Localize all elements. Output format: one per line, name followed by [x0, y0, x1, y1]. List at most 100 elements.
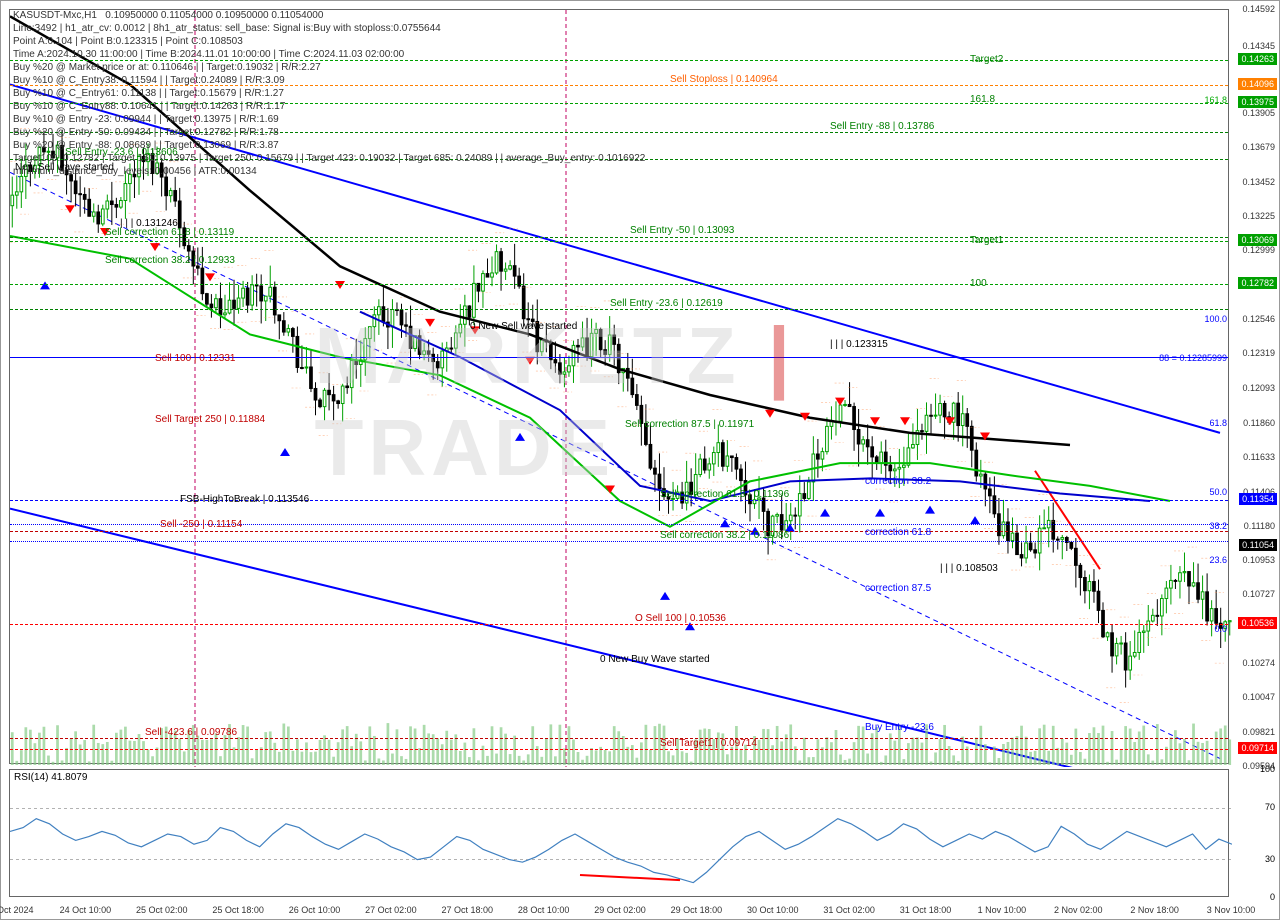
info-line: minimum_distance_buy_levels: 0.00456 | A… [13, 165, 645, 178]
rsi-label: RSI(14) 41.8079 [14, 772, 87, 783]
fib-label: 0.0 [1214, 624, 1227, 634]
info-panel: KASUSDT-Mxc,H1 0.10950000 0.11054000 0.1… [13, 9, 645, 178]
x-tick: 31 Oct 02:00 [823, 905, 875, 915]
rsi-y-tick: 70 [1265, 802, 1275, 812]
rsi-svg [10, 770, 1232, 898]
chart-annotation: Sell Entry -23.6 | 0.12619 [610, 298, 723, 309]
y-tick: 0.10047 [1242, 692, 1275, 702]
chart-annotation: correction 38.2 [865, 476, 931, 487]
y-price-box: 0.11354 [1239, 493, 1277, 505]
y-price-box: 0.13069 [1238, 234, 1277, 246]
x-tick: 28 Oct 10:00 [518, 905, 570, 915]
y-tick: 0.14345 [1242, 41, 1275, 51]
y-price-box: 0.11054 [1239, 539, 1277, 551]
y-price-box: 0.12782 [1238, 277, 1277, 289]
y-price-box: 0.14096 [1238, 78, 1277, 90]
y-tick: 0.12093 [1242, 383, 1275, 393]
chart-annotation: 161.8 [970, 94, 995, 105]
chart-annotation: Sell correction 61.8 | 0.11396 [660, 489, 789, 500]
info-line: Buy %20 @ Entry -50: 0.09434 | | Target:… [13, 126, 645, 139]
chart-annotation: correction 61.8 [865, 527, 931, 538]
y-tick: 0.13679 [1242, 142, 1275, 152]
rsi-panel[interactable]: RSI(14) 41.8079 [9, 769, 1229, 897]
rsi-y-tick: 0 [1270, 892, 1275, 902]
x-tick: 25 Oct 18:00 [212, 905, 264, 915]
x-tick: 24 Oct 10:00 [60, 905, 112, 915]
chart-annotation: Sell correction 61.8 | 0.13119 [105, 227, 234, 238]
x-tick: 30 Oct 10:00 [747, 905, 799, 915]
y-price-box: 0.10536 [1238, 617, 1277, 629]
info-line: Buy %20 @ Entry -88: 0.08689 | | Target:… [13, 139, 645, 152]
chart-annotation: Sell Entry -88 | 0.13786 [830, 121, 934, 132]
y-tick: 0.12999 [1242, 245, 1275, 255]
chart-annotation: Sell Entry -50 | 0.13093 [630, 225, 734, 236]
fib-label: 61.8 [1209, 418, 1227, 428]
y-tick: 0.12546 [1242, 314, 1275, 324]
h-line [10, 284, 1228, 285]
y-tick: 0.13225 [1242, 211, 1275, 221]
chart-annotation: Sell correction 38.2 | 0.12933 [105, 255, 235, 266]
fib-label: 161.8 [1204, 95, 1227, 105]
h-line [10, 738, 1228, 739]
info-line: Buy %10 @ C_Entry38: 0.11594 | | Target:… [13, 74, 645, 87]
y-axis: 0.145920.143450.139050.136790.134520.132… [1231, 9, 1279, 764]
chart-annotation: Sell Target 250 | 0.11884 [155, 414, 265, 425]
x-tick: 25 Oct 02:00 [136, 905, 188, 915]
h-line [10, 541, 1228, 542]
y-tick: 0.13905 [1242, 108, 1275, 118]
x-tick: 27 Oct 02:00 [365, 905, 417, 915]
y-tick: 0.10953 [1242, 555, 1275, 565]
y-price-box: 0.09714 [1238, 742, 1277, 754]
x-tick: 29 Oct 02:00 [594, 905, 646, 915]
x-tick: 26 Oct 10:00 [289, 905, 341, 915]
y-tick: 0.11860 [1243, 418, 1275, 428]
rsi-y-tick: 100 [1260, 764, 1275, 774]
chart-annotation: FSB-HighToBreak | 0.113546 [180, 494, 309, 505]
info-line: Buy %10 @ Entry -23: 0.09944 | | Target:… [13, 113, 645, 126]
chart-annotation: Sell -423.6 | 0.09786 [145, 727, 237, 738]
rsi-y-tick: 30 [1265, 854, 1275, 864]
chart-annotation: 100 [970, 278, 987, 289]
info-line: Target100: 0.12782 | Target 161: 0.13975… [13, 152, 645, 165]
fib-label: 50.0 [1209, 487, 1227, 497]
info-line: Buy %10 @ C_Entry61: 0.11138 | | Target:… [13, 87, 645, 100]
h-line [10, 749, 1228, 750]
chart-annotation: 0 New Buy Wave started [600, 654, 710, 665]
info-line: Point A:0.104 | Point B:0.123315 | Point… [13, 35, 645, 48]
y-tick: 0.10727 [1242, 589, 1275, 599]
chart-annotation: 0 New Sell wave started [470, 321, 577, 332]
y-tick: 0.10274 [1242, 658, 1275, 668]
chart-annotation: | | | 0.108503 [940, 563, 998, 574]
fib-label: 88 = 0.12285999 [1159, 353, 1227, 363]
x-tick: 23 Oct 2024 [0, 905, 34, 915]
y-tick: 0.09821 [1242, 727, 1275, 737]
info-line: Time A:2024.10.30 11:00:00 | Time B:2024… [13, 48, 645, 61]
chart-annotation: Target1 [970, 235, 1003, 246]
chart-annotation: Sell correction 38.2 | 0.11086 [660, 530, 789, 541]
x-tick: 2 Nov 02:00 [1054, 905, 1103, 915]
x-tick: 1 Nov 10:00 [978, 905, 1027, 915]
chart-annotation: Sell Stoploss | 0.140964 [670, 74, 778, 85]
chart-annotation: | | | 0.123315 [830, 339, 888, 350]
y-tick: 0.14592 [1242, 4, 1275, 14]
chart-annotation: O Sell 100 | 0.10536 [635, 613, 726, 624]
x-axis: 23 Oct 202424 Oct 10:0025 Oct 02:0025 Oc… [9, 899, 1229, 919]
y-tick: 0.12319 [1242, 348, 1275, 358]
chart-annotation: Sell -250 | 0.11154 [160, 519, 242, 530]
chart-annotation: Sell correction 87.5 | 0.11971 [625, 419, 754, 430]
info-line: Line:3492 | h1_atr_cv: 0.0012 | 8h1_atr_… [13, 22, 645, 35]
symbol-line: KASUSDT-Mxc,H1 0.10950000 0.11054000 0.1… [13, 9, 645, 22]
h-line [10, 624, 1228, 625]
y-tick: 0.13452 [1242, 177, 1275, 187]
y-price-box: 0.14263 [1238, 53, 1277, 65]
chart-annotation: Sell 100 | 0.12331 [155, 353, 235, 364]
chart-annotation: correction 87.5 [865, 583, 931, 594]
x-tick: 3 Nov 10:00 [1207, 905, 1256, 915]
chart-annotation: Target2 [970, 54, 1003, 65]
fib-label: 23.6 [1209, 555, 1227, 565]
h-line [10, 531, 1228, 532]
info-line: Buy %10 @ C_Entry88: 0.10641 | | Target:… [13, 100, 645, 113]
chart-annotation: Buy Entry -23.6 [865, 722, 934, 733]
x-tick: 31 Oct 18:00 [900, 905, 952, 915]
x-tick: 29 Oct 18:00 [671, 905, 723, 915]
